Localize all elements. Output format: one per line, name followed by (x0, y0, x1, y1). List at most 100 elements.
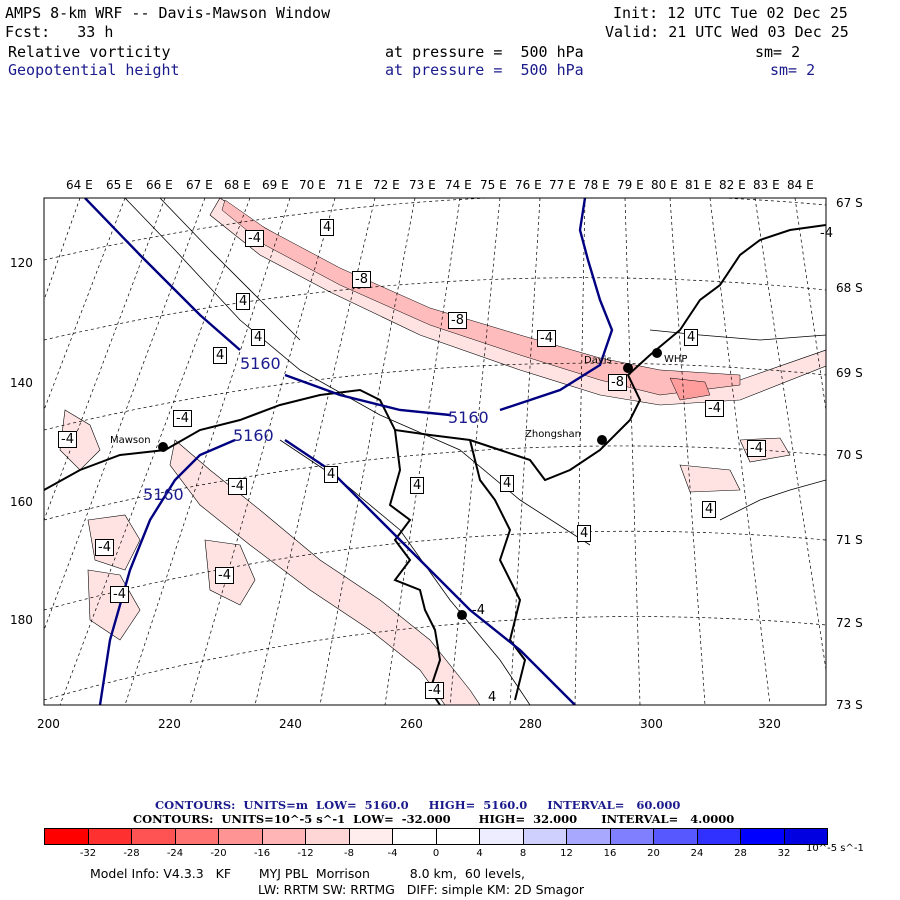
colorbar-segment (567, 829, 611, 844)
colorbar-tick-label: 4 (476, 848, 483, 859)
field2-level: at pressure = 500 hPa (385, 61, 584, 79)
vort-label: -8 (352, 271, 371, 288)
colorbar-segment (784, 829, 827, 844)
lat-label: 68 S (836, 281, 863, 295)
lon-label: 65 E (106, 178, 133, 192)
colorbar-segment (610, 829, 654, 844)
lon-label: 75 E (480, 178, 507, 192)
height-label: 5160 (240, 354, 281, 373)
x-tick: 200 (37, 717, 60, 731)
colorbar-tick-label: -28 (123, 848, 140, 859)
field1-name: Relative vorticity (8, 43, 171, 61)
colorbar-tick-label: 8 (519, 848, 527, 859)
vort-label: 4 (577, 525, 592, 542)
lat-label: 72 S (836, 616, 863, 630)
vort-label: 4 (251, 329, 266, 346)
colorbar-segment (654, 829, 698, 844)
colorbar-tick-label: 28 (734, 848, 747, 859)
mawson-marker (158, 442, 168, 452)
map-frame (43, 197, 827, 706)
colorbar-segment (219, 829, 263, 844)
vort-label: -4 (747, 440, 766, 457)
lon-label: 64 E (66, 178, 93, 192)
map-title: AMPS 8-km WRF -- Davis-Mawson Window (5, 4, 331, 22)
coastline (44, 224, 826, 705)
colorbar-segment (175, 829, 219, 844)
vorticity-contours (124, 198, 826, 705)
colorbar-tick-label: -32 (79, 848, 97, 859)
lon-label: 72 E (373, 178, 400, 192)
vort-label: -4 (245, 230, 264, 247)
y-tick: 140 (10, 376, 33, 390)
vort-label: 4 (410, 477, 425, 494)
vort-label: -4 (58, 431, 77, 448)
colorbar-segment (88, 829, 132, 844)
height-label: 5160 (143, 485, 184, 504)
x-tick: 320 (758, 717, 781, 731)
y-tick: 120 (10, 256, 33, 270)
colorbar-segment (349, 829, 393, 844)
vort-label: 4 (324, 466, 339, 483)
lon-label: 68 E (224, 178, 251, 192)
lon-label: 77 E (549, 178, 576, 192)
height-contours (84, 198, 614, 705)
lon-label: 79 E (617, 178, 644, 192)
colorbar-segment (262, 829, 306, 844)
vort-label: 4 (213, 347, 228, 364)
vort-label: -4 (537, 330, 556, 347)
height-contour-info: CONTOURS: UNITS=m LOW= 5160.0 HIGH= 5160… (155, 798, 681, 812)
height-label: 5160 (233, 426, 274, 445)
colorbar-segment (393, 829, 437, 844)
colorbar-tick-label: -20 (210, 848, 227, 859)
colorbar-units: 10^-5 s^-1 (806, 843, 864, 854)
lon-label: 67 E (186, 178, 213, 192)
colorbar-tick-label: -8 (344, 848, 354, 859)
station-zhongshan: Zhongshan (525, 429, 582, 440)
lat-label: 69 S (836, 366, 863, 380)
vort-label: 4 (236, 293, 251, 310)
colorbar-segment (132, 829, 176, 844)
colorbar-tick-label: 0 (432, 848, 440, 859)
field1-level: at pressure = 500 hPa (385, 43, 584, 61)
lon-label: 74 E (445, 178, 472, 192)
vort-label: -4 (215, 567, 234, 584)
lon-label: 83 E (753, 178, 780, 192)
vort-label: -4 (820, 226, 833, 241)
x-tick: 280 (519, 717, 542, 731)
vort-label: -4 (705, 400, 724, 417)
field2-name: Geopotential height (8, 61, 180, 79)
colorbar-tick-label: -24 (166, 848, 184, 859)
forecast-hour: Fcst: 33 h (5, 23, 114, 41)
lon-label: 82 E (719, 178, 746, 192)
x-tick: 300 (640, 717, 663, 731)
colorbar (44, 828, 828, 845)
model-info-line2: LW: RRTM SW: RRTMG DIFF: simple KM: 2D S… (258, 882, 585, 897)
colorbar-segment (306, 829, 350, 844)
vorticity-shading (59, 198, 826, 705)
colorbar-tick-label: 32 (777, 848, 791, 859)
lon-label: 80 E (651, 178, 678, 192)
vort-label: 4 (488, 690, 497, 705)
vort-label: -4 (173, 410, 192, 427)
lat-lon-grid (44, 198, 826, 705)
lon-label: 70 E (299, 178, 326, 192)
x-tick: 260 (400, 717, 423, 731)
colorbar-segment (436, 829, 480, 844)
vorticity-core (221, 199, 741, 401)
colorbar-segment (741, 829, 785, 844)
lon-label: 69 E (262, 178, 289, 192)
lon-label: 73 E (409, 178, 436, 192)
lon-label: 71 E (336, 178, 363, 192)
lon-label: 76 E (515, 178, 542, 192)
colorbar-segment (480, 829, 524, 844)
station-whp: WHP (664, 354, 688, 365)
lat-label: 70 S (836, 448, 863, 462)
colorbar-segment (697, 829, 741, 844)
y-tick: 180 (10, 613, 33, 627)
colorbar-tick-label: -12 (297, 848, 314, 859)
colorbar-tick-label: 24 (690, 848, 704, 859)
model-info-line1: Model Info: V4.3.3 KF MYJ PBL Morrison 8… (90, 866, 525, 881)
davis-marker (623, 363, 633, 373)
station-marker (457, 610, 467, 620)
field1-smoothing: sm= 2 (755, 43, 801, 61)
